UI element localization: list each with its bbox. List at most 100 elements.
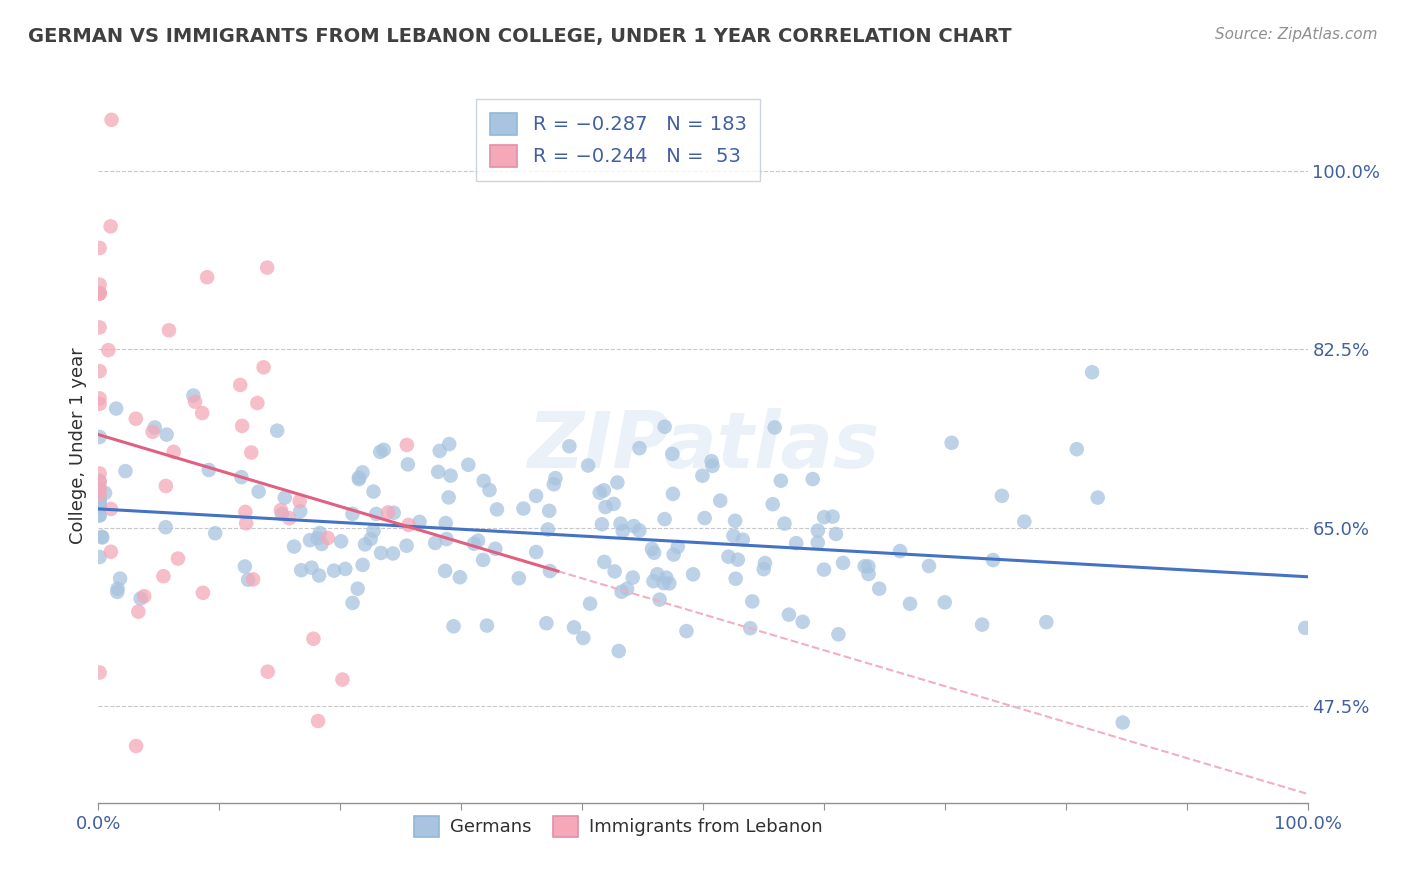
Point — [752, 562, 775, 576]
Point — [628, 441, 651, 455]
Point — [484, 541, 506, 556]
Point — [628, 524, 651, 538]
Point — [256, 665, 278, 679]
Point — [100, 112, 122, 127]
Point — [655, 571, 678, 585]
Point — [562, 620, 585, 634]
Point — [278, 511, 301, 525]
Point — [195, 270, 218, 285]
Point — [229, 378, 252, 392]
Point — [889, 544, 911, 558]
Point — [1081, 365, 1104, 379]
Point — [155, 479, 177, 493]
Point — [252, 360, 274, 375]
Point — [853, 559, 876, 574]
Point — [89, 241, 111, 255]
Point — [692, 468, 714, 483]
Point — [183, 388, 205, 402]
Point — [1035, 615, 1057, 629]
Point — [724, 572, 747, 586]
Point — [114, 464, 136, 478]
Point — [89, 320, 111, 334]
Point — [610, 584, 633, 599]
Point — [754, 556, 776, 570]
Point — [100, 219, 122, 234]
Point — [270, 507, 292, 521]
Point — [89, 364, 111, 378]
Point — [579, 597, 602, 611]
Point — [90, 530, 112, 544]
Point — [89, 508, 111, 522]
Point — [724, 514, 747, 528]
Point — [591, 517, 613, 532]
Point — [332, 673, 354, 687]
Point — [198, 463, 221, 477]
Point — [89, 482, 111, 496]
Point — [769, 474, 792, 488]
Point — [266, 424, 288, 438]
Point — [813, 510, 835, 524]
Point — [731, 533, 754, 547]
Point — [508, 571, 530, 585]
Point — [89, 491, 111, 505]
Point — [538, 504, 561, 518]
Point — [661, 447, 683, 461]
Point — [342, 596, 364, 610]
Text: GERMAN VS IMMIGRANTS FROM LEBANON COLLEGE, UNDER 1 YEAR CORRELATION CHART: GERMAN VS IMMIGRANTS FROM LEBANON COLLEG… — [28, 27, 1012, 45]
Point — [323, 564, 346, 578]
Text: ZIPatlas: ZIPatlas — [527, 408, 879, 484]
Point — [381, 547, 404, 561]
Point — [524, 489, 547, 503]
Point — [108, 572, 131, 586]
Point — [457, 458, 479, 472]
Point — [125, 739, 148, 753]
Point — [89, 397, 111, 411]
Point — [167, 551, 190, 566]
Point — [308, 568, 330, 582]
Point — [740, 621, 762, 635]
Point — [807, 535, 830, 549]
Point — [316, 531, 339, 545]
Point — [373, 442, 395, 457]
Point — [1112, 715, 1135, 730]
Point — [981, 553, 1004, 567]
Point — [256, 260, 278, 275]
Point — [97, 343, 120, 357]
Point — [270, 503, 292, 517]
Point — [700, 454, 723, 468]
Point — [191, 406, 214, 420]
Point — [807, 524, 830, 538]
Point — [298, 533, 321, 548]
Point — [543, 477, 565, 491]
Point — [576, 458, 599, 473]
Point — [302, 632, 325, 646]
Point — [395, 438, 418, 452]
Point — [654, 419, 676, 434]
Point — [612, 524, 634, 538]
Point — [191, 586, 214, 600]
Point — [370, 546, 392, 560]
Point — [437, 437, 460, 451]
Point — [858, 566, 880, 581]
Point — [125, 411, 148, 425]
Point — [762, 497, 785, 511]
Point — [918, 559, 941, 574]
Point — [307, 714, 329, 728]
Text: Source: ZipAtlas.com: Source: ZipAtlas.com — [1215, 27, 1378, 42]
Point — [602, 497, 624, 511]
Point — [666, 540, 689, 554]
Point — [363, 524, 385, 538]
Point — [335, 562, 357, 576]
Point — [91, 531, 114, 545]
Point — [538, 564, 561, 578]
Point — [184, 394, 207, 409]
Point — [858, 559, 880, 574]
Point — [233, 505, 256, 519]
Point — [129, 591, 152, 606]
Point — [89, 286, 111, 301]
Point — [524, 545, 547, 559]
Point — [868, 582, 890, 596]
Point — [429, 443, 451, 458]
Point — [308, 525, 330, 540]
Point — [89, 475, 111, 490]
